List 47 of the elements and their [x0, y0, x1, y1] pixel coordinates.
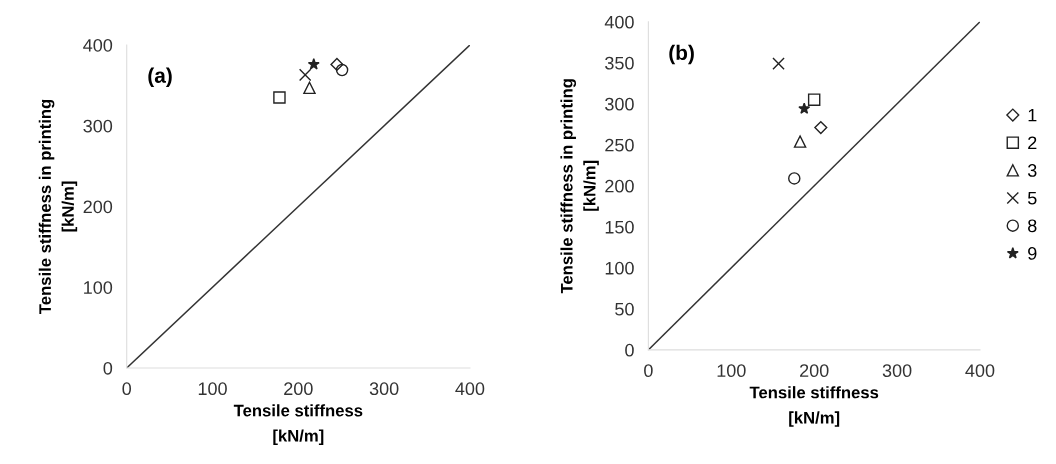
- legend-label: 2: [1028, 136, 1037, 149]
- point: [788, 172, 801, 185]
- legend-label: 5: [1027, 191, 1037, 205]
- x-axis-title: Tensile stiffness [kN/m]: [233, 404, 363, 445]
- x-axis-title: Tensile stiffness [kN/m]: [749, 386, 879, 427]
- y-tick-label: 350: [605, 56, 634, 70]
- y-tick-label: 100: [84, 281, 113, 294]
- point: [798, 102, 811, 114]
- x-tick-label: 300: [369, 382, 399, 396]
- point: [772, 57, 785, 70]
- y-tick-label: 400: [604, 15, 634, 29]
- point: [307, 58, 320, 70]
- point: [273, 91, 286, 104]
- x-tick-label: 400: [965, 364, 995, 378]
- x-tick-label: 400: [455, 382, 485, 396]
- point: [335, 63, 349, 77]
- point: [814, 121, 828, 135]
- y-tick-label: 200: [605, 179, 634, 193]
- point: [793, 135, 807, 148]
- y-tick-label: 300: [605, 97, 634, 111]
- legend-label: 9: [1028, 247, 1037, 260]
- y-tick-label: 400: [83, 38, 113, 52]
- x-tick-label: 200: [284, 382, 313, 396]
- point: [807, 93, 821, 106]
- y-tick-label: 0: [625, 343, 634, 357]
- x-tick-label: 300: [882, 364, 912, 378]
- y-axis-title: Tensile stiffness in printing [kN/m]: [38, 99, 78, 315]
- point: [330, 57, 344, 71]
- point: [303, 81, 316, 95]
- x-tick-label: 100: [198, 382, 227, 396]
- text: (a): [148, 67, 172, 88]
- y-tick-label: 100: [605, 261, 634, 275]
- x-tick-label: 0: [644, 364, 653, 378]
- y-tick-label: 250: [605, 138, 634, 152]
- legend-label: 3: [1027, 164, 1037, 177]
- legend-label: 8: [1028, 219, 1037, 233]
- y-tick-label: 300: [83, 119, 113, 133]
- y-tick-label: 150: [605, 220, 634, 234]
- text: (b): [669, 44, 694, 65]
- x-tick-label: 0: [122, 382, 132, 396]
- y-tick-label: 50: [615, 302, 634, 316]
- y-axis-title: Tensile stiffness in printing [kN/m]: [560, 79, 599, 294]
- legend-label: 1: [1028, 108, 1037, 122]
- point: [298, 68, 312, 82]
- x-tick-label: 100: [717, 364, 746, 378]
- y-tick-label: 200: [83, 200, 113, 214]
- x-tick-label: 200: [800, 364, 829, 378]
